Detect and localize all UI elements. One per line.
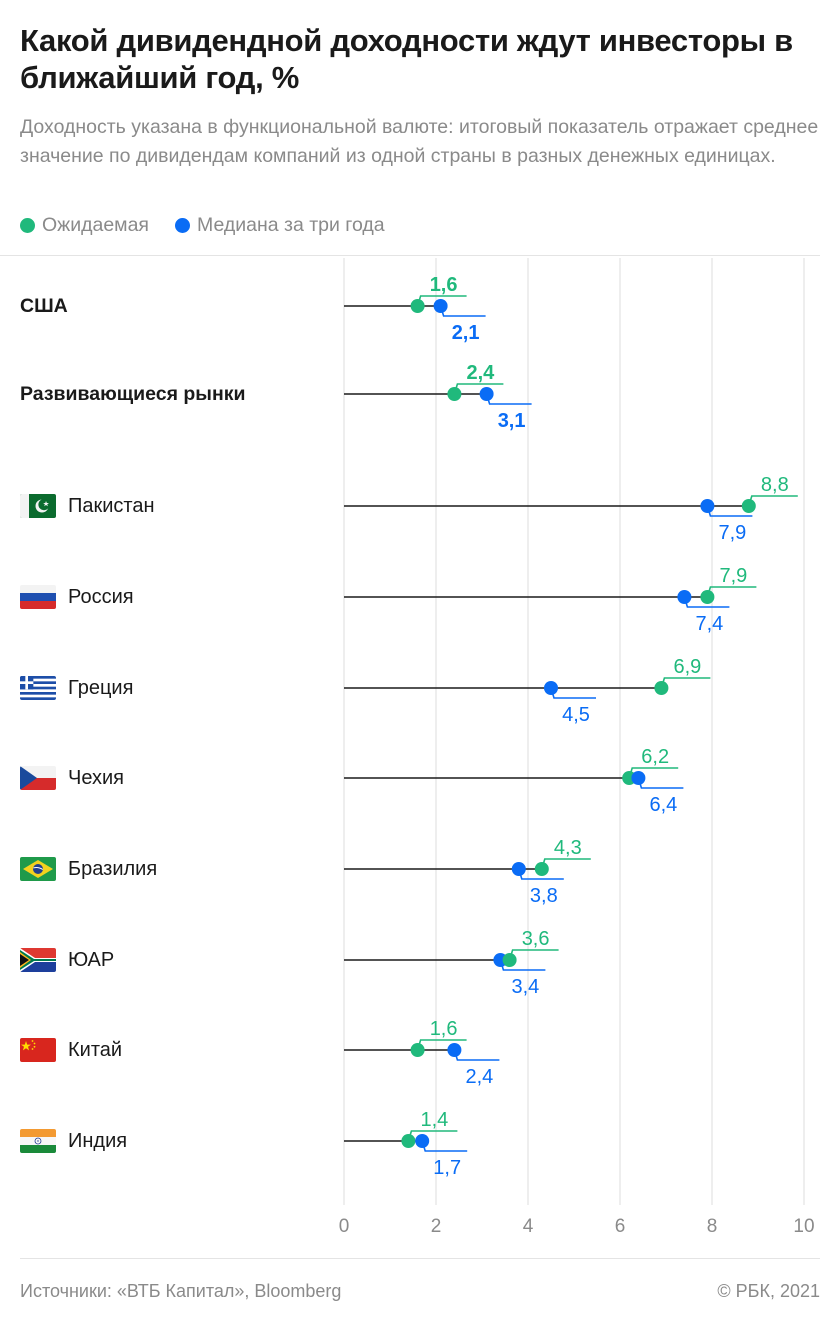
median-value-label: 7,4 <box>695 613 723 635</box>
legend-expected-label: Ожидаемая <box>42 214 149 236</box>
russia-flag-icon <box>20 585 56 609</box>
expected-dot <box>534 862 549 876</box>
pakistan-flag-icon <box>20 494 56 518</box>
legend-expected-dot <box>20 218 35 233</box>
expected-value-label: 1,4 <box>420 1109 448 1131</box>
south-africa-flag-icon <box>20 948 56 972</box>
median-value-label: 3,4 <box>511 976 539 998</box>
median-value-label: 3,8 <box>530 885 558 907</box>
legend-median-dot <box>174 218 190 233</box>
expected-value-label: 6,9 <box>673 656 701 678</box>
median-value-label: 4,5 <box>562 704 590 726</box>
expected-value-label: 3,6 <box>522 928 550 950</box>
median-dot <box>511 862 526 876</box>
expected-dot <box>410 1043 425 1057</box>
expected-callout-line <box>541 858 591 870</box>
row-label: Россия <box>20 582 134 612</box>
median-dot <box>631 771 646 785</box>
row-label-text: Бразилия <box>68 857 158 880</box>
expected-callout-line <box>508 949 559 961</box>
row-label-text: Греция <box>68 676 134 699</box>
chart-subtitle: Доходность указана в функциональной валю… <box>20 116 819 167</box>
india-flag-icon <box>20 1129 56 1153</box>
median-dot <box>677 590 692 604</box>
row-label: США <box>20 291 68 321</box>
median-value-label: 6,4 <box>649 794 677 816</box>
expected-value-label: 7,9 <box>719 565 747 587</box>
china-flag-icon <box>20 1038 56 1062</box>
expected-value-label: 4,3 <box>554 837 582 859</box>
expected-callout-line <box>706 586 757 598</box>
expected-value-label: 8,8 <box>761 474 789 496</box>
expected-dot <box>700 590 715 604</box>
row-label: Китай <box>20 1035 122 1065</box>
row-label: Чехия <box>20 763 124 793</box>
expected-dot <box>741 499 756 513</box>
row-label: Индия <box>20 1126 127 1156</box>
row-label-text: Чехия <box>68 766 125 789</box>
x-tick-label: 6 <box>615 1216 626 1237</box>
greece-flag-icon <box>20 676 56 700</box>
czech-flag-icon <box>20 766 56 790</box>
median-dot <box>479 387 494 401</box>
x-tick-label: 8 <box>707 1216 718 1237</box>
median-value-label: 2,4 <box>465 1066 493 1088</box>
expected-value-label: 1,6 <box>430 1018 458 1040</box>
legend-item-median: Медиана за три года <box>174 214 385 237</box>
copyright: © РБК, 2021 <box>717 1281 820 1301</box>
legend: Ожидаемая Медиана за три года <box>20 214 411 237</box>
expected-value-label: 6,2 <box>641 746 669 768</box>
x-tick-label: 2 <box>431 1216 442 1237</box>
expected-dot <box>502 953 517 967</box>
median-value-label: 2,1 <box>452 322 480 344</box>
row-label-text: Китай <box>68 1038 123 1061</box>
expected-dot <box>447 387 462 401</box>
median-value-label: 3,1 <box>498 410 526 432</box>
row-label-text: Индия <box>68 1129 128 1152</box>
row-label: ЮАР <box>20 945 114 975</box>
median-dot <box>415 1134 430 1148</box>
median-dot <box>447 1043 462 1057</box>
median-value-label: 7,9 <box>718 522 746 544</box>
expected-dot <box>401 1134 416 1148</box>
row-label-text: Развивающиеся рынки <box>20 382 246 405</box>
row-label-text: США <box>20 294 68 317</box>
expected-dot <box>410 299 425 313</box>
x-tick-label: 4 <box>523 1216 534 1237</box>
expected-dot <box>654 681 669 695</box>
median-value-label: 1,7 <box>433 1157 461 1179</box>
row-label: Греция <box>20 673 133 703</box>
expected-callout-line <box>748 495 798 507</box>
row-label: Развивающиеся рынки <box>20 379 246 409</box>
bottom-divider <box>20 1258 820 1259</box>
row-label-text: Пакистан <box>68 494 155 517</box>
brazil-flag-icon <box>20 857 56 881</box>
chart-title: Какой дивидендной доходности ждут инвест… <box>20 23 793 95</box>
expected-callout-line <box>660 677 711 689</box>
x-tick-label: 0 <box>339 1216 350 1237</box>
source-note: Источники: «ВТБ Капитал», Bloomberg <box>20 1281 342 1301</box>
expected-callout-line <box>453 383 504 395</box>
expected-value-label: 1,6 <box>430 274 458 296</box>
median-dot <box>700 499 715 513</box>
x-tick-label: 10 <box>793 1216 814 1237</box>
expected-value-label: 2,4 <box>466 362 495 384</box>
median-dot <box>433 299 448 313</box>
median-dot <box>544 681 558 695</box>
row-label: Пакистан <box>20 491 155 521</box>
row-label-text: Россия <box>68 585 134 608</box>
row-label-text: ЮАР <box>68 948 115 971</box>
legend-item-expected: Ожидаемая <box>20 214 149 237</box>
row-label: Бразилия <box>20 854 157 884</box>
top-divider <box>0 255 820 256</box>
legend-median-label: Медиана за три года <box>196 214 385 236</box>
